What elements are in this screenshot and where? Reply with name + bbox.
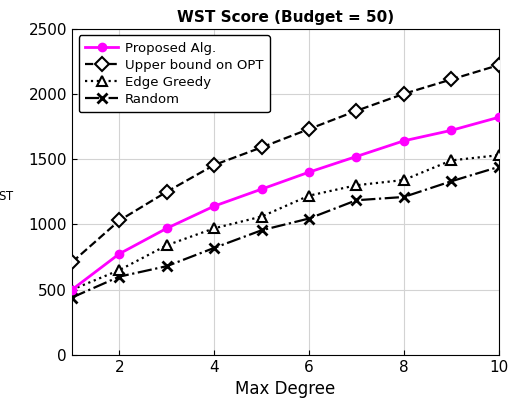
Random (306, 216, 312, 221)
Upper bound on OPT (401, 91, 407, 96)
Title: WST Score (Budget = 50): WST Score (Budget = 50) (177, 10, 394, 24)
Proposed Alg. (495, 115, 502, 120)
Upper bound on OPT (495, 63, 502, 68)
Upper bound on OPT (448, 77, 454, 82)
Random (495, 164, 502, 169)
Edge Greedy (116, 268, 122, 273)
Proposed Alg. (448, 128, 454, 133)
Line: Random: Random (67, 162, 503, 302)
Proposed Alg. (69, 287, 75, 292)
Upper bound on OPT (211, 162, 217, 167)
Y-axis label: $f_{\rm WST}$: $f_{\rm WST}$ (0, 181, 15, 202)
Edge Greedy (69, 287, 75, 292)
Proposed Alg. (211, 204, 217, 208)
Proposed Alg. (116, 251, 122, 256)
Line: Proposed Alg.: Proposed Alg. (68, 113, 503, 294)
Edge Greedy (353, 183, 359, 188)
Proposed Alg. (353, 154, 359, 159)
Upper bound on OPT (259, 145, 265, 150)
X-axis label: Max Degree: Max Degree (235, 380, 336, 398)
Proposed Alg. (306, 170, 312, 175)
Legend: Proposed Alg., Upper bound on OPT, Edge Greedy, Random: Proposed Alg., Upper bound on OPT, Edge … (79, 35, 270, 112)
Proposed Alg. (163, 226, 170, 231)
Upper bound on OPT (116, 218, 122, 223)
Random (211, 246, 217, 251)
Edge Greedy (163, 243, 170, 248)
Proposed Alg. (259, 187, 265, 192)
Line: Edge Greedy: Edge Greedy (67, 150, 503, 295)
Proposed Alg. (401, 138, 407, 143)
Random (401, 195, 407, 200)
Upper bound on OPT (69, 260, 75, 265)
Edge Greedy (401, 177, 407, 182)
Random (353, 198, 359, 203)
Edge Greedy (211, 226, 217, 231)
Random (448, 179, 454, 184)
Line: Upper bound on OPT: Upper bound on OPT (67, 60, 503, 267)
Random (259, 228, 265, 233)
Upper bound on OPT (353, 109, 359, 113)
Edge Greedy (306, 193, 312, 198)
Edge Greedy (259, 214, 265, 219)
Random (69, 295, 75, 300)
Random (163, 264, 170, 268)
Upper bound on OPT (163, 189, 170, 194)
Random (116, 274, 122, 279)
Edge Greedy (448, 158, 454, 163)
Edge Greedy (495, 153, 502, 157)
Upper bound on OPT (306, 126, 312, 131)
